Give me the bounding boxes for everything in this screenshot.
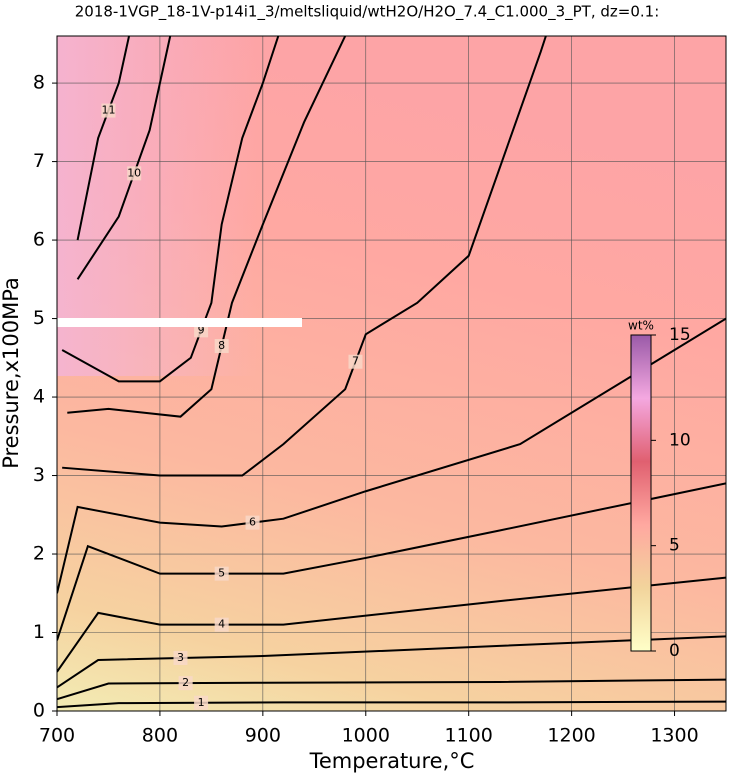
contour-label-bg [214, 339, 229, 354]
x-tick-label: 1100 [445, 725, 493, 747]
x-tick-label: 1300 [650, 725, 698, 747]
contour-label-bg [214, 617, 229, 632]
x-tick-label: 800 [142, 725, 178, 747]
contour-line [57, 635, 726, 689]
contour-line [57, 678, 726, 701]
contour-label-bg [101, 103, 116, 118]
contour-label-bg [348, 354, 363, 369]
plot-frame [56, 35, 727, 712]
y-tick-label: 4 [33, 386, 45, 408]
x-axis-label: Temperature,°C [309, 749, 475, 773]
contour-line [57, 482, 726, 641]
contour-label: 8 [218, 339, 225, 352]
colorbar-tick-label: 5 [669, 536, 680, 556]
contour-label-bg [245, 515, 260, 530]
contour-label: 1 [198, 696, 205, 709]
x-tick-label: 700 [39, 725, 75, 747]
contour-label: 6 [249, 516, 256, 529]
contour-label: 3 [177, 651, 184, 664]
y-tick-label: 0 [33, 700, 45, 722]
contour-label-bg [214, 566, 229, 581]
x-tick-label: 900 [245, 725, 281, 747]
y-axis-label: Pressure,x100MPa [0, 277, 23, 469]
contour-label: 10 [127, 166, 141, 179]
colorbar: wt% 0 5 10 15 [628, 319, 691, 662]
plot-area: 12 3 4 5 6 7 89 10 11 [57, 36, 726, 711]
contour-label: 11 [101, 104, 115, 117]
contour-label-bg [194, 695, 209, 710]
y-tick-label: 5 [33, 307, 45, 329]
contour-label: 2 [182, 676, 189, 689]
y-tick-label: 3 [33, 464, 45, 486]
contour-line [57, 700, 726, 709]
y-tick-label: 7 [33, 150, 45, 172]
y-tick-label: 6 [33, 229, 45, 251]
contour-label-bg [127, 166, 142, 181]
colorbar-fill [630, 334, 652, 652]
colorbar-tick-label: 15 [669, 325, 691, 345]
contour-label: 7 [352, 355, 359, 368]
y-tick-label: 1 [33, 621, 45, 643]
y-tick-label: 2 [33, 543, 45, 565]
contour-label: 9 [198, 323, 205, 336]
contour-label-bg [178, 676, 193, 691]
colorbar-label: wt% [628, 319, 654, 333]
colorbar-tick-label: 10 [669, 430, 691, 450]
contour-line [61, 36, 280, 383]
blank-strip [57, 318, 302, 327]
y-tick-label: 8 [33, 72, 45, 94]
contour-label-bg [173, 651, 188, 666]
chart-title: 2018-1VGP_18-1V-p14i1_3/meltsliquid/wtH2… [75, 3, 660, 22]
x-tick-label: 1200 [547, 725, 595, 747]
contour-label: 5 [218, 567, 225, 580]
colorbar-tick-label: 0 [669, 641, 680, 661]
contour-label: 4 [218, 618, 225, 631]
x-tick-label: 1000 [342, 725, 390, 747]
